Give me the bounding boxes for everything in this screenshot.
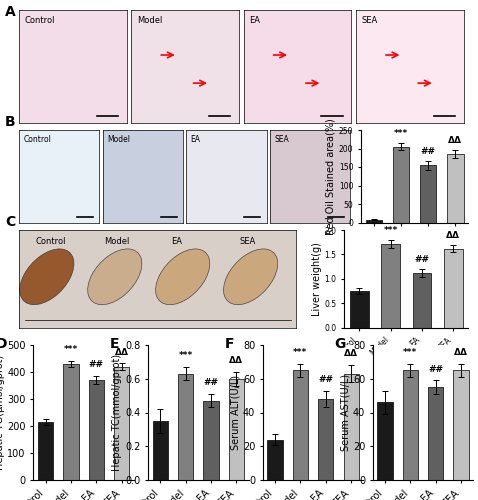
Ellipse shape: [87, 249, 142, 304]
Text: Model: Model: [137, 16, 162, 24]
Y-axis label: Hepatic TC(mmol/gprot): Hepatic TC(mmol/gprot): [112, 354, 122, 471]
Bar: [344, 374, 358, 480]
Text: SEA: SEA: [361, 16, 378, 24]
Ellipse shape: [224, 249, 278, 304]
Bar: [204, 400, 218, 480]
Y-axis label: Hepatic TG(μmol/gprot): Hepatic TG(μmol/gprot): [0, 355, 5, 470]
Bar: [114, 366, 129, 480]
Bar: [420, 165, 436, 222]
Text: ΔΔ: ΔΔ: [115, 348, 129, 356]
Text: D: D: [0, 337, 7, 351]
Bar: [268, 440, 282, 480]
Bar: [293, 370, 308, 480]
Text: EA: EA: [172, 237, 183, 246]
Ellipse shape: [20, 249, 74, 304]
Bar: [229, 379, 244, 480]
Text: ##: ##: [421, 147, 436, 156]
Ellipse shape: [156, 249, 210, 304]
Text: ΔΔ: ΔΔ: [446, 231, 460, 240]
Bar: [89, 380, 104, 480]
Y-axis label: Serum ALT(U/L): Serum ALT(U/L): [230, 375, 240, 450]
Bar: [64, 364, 78, 480]
Bar: [454, 370, 468, 480]
Bar: [413, 273, 432, 328]
Text: A: A: [5, 5, 15, 19]
Text: ##: ##: [414, 255, 430, 264]
Text: ##: ##: [89, 360, 104, 370]
Text: SEA: SEA: [239, 237, 256, 246]
Bar: [178, 374, 193, 480]
Bar: [447, 154, 464, 222]
Text: C: C: [5, 215, 15, 229]
Bar: [403, 370, 418, 480]
Bar: [444, 248, 463, 328]
Bar: [428, 387, 443, 480]
Text: ##: ##: [204, 378, 218, 387]
Text: Control: Control: [36, 237, 66, 246]
Y-axis label: Liver weight(g): Liver weight(g): [312, 242, 322, 316]
Text: ΔΔ: ΔΔ: [229, 356, 243, 365]
Text: ***: ***: [403, 348, 417, 357]
Y-axis label: Serum AST(U/L): Serum AST(U/L): [340, 374, 350, 451]
Bar: [381, 244, 400, 328]
Text: ***: ***: [383, 226, 398, 235]
Text: ΔΔ: ΔΔ: [448, 136, 462, 145]
Bar: [350, 291, 369, 328]
Text: ***: ***: [293, 348, 307, 357]
Text: Model: Model: [107, 134, 130, 143]
Text: G: G: [335, 337, 346, 351]
Text: Model: Model: [104, 237, 129, 246]
Text: SEA: SEA: [274, 134, 289, 143]
Text: EA: EA: [249, 16, 260, 24]
Text: B: B: [5, 115, 15, 129]
Text: ##: ##: [318, 375, 333, 384]
Text: Control: Control: [23, 134, 51, 143]
Bar: [378, 402, 392, 480]
Bar: [393, 146, 409, 222]
Text: Control: Control: [24, 16, 55, 24]
Text: EA: EA: [190, 134, 200, 143]
Text: ***: ***: [179, 351, 193, 360]
Bar: [153, 421, 168, 480]
Bar: [366, 220, 382, 222]
Text: ##: ##: [428, 364, 443, 374]
Text: ΔΔ: ΔΔ: [344, 350, 358, 358]
Text: ***: ***: [64, 345, 78, 354]
Y-axis label: Red Oil Stained area(%): Red Oil Stained area(%): [326, 118, 336, 234]
Text: ***: ***: [394, 130, 408, 138]
Bar: [318, 399, 333, 480]
Text: E: E: [110, 337, 120, 351]
Bar: [38, 422, 53, 480]
Text: F: F: [225, 337, 234, 351]
Text: ΔΔ: ΔΔ: [454, 348, 468, 357]
